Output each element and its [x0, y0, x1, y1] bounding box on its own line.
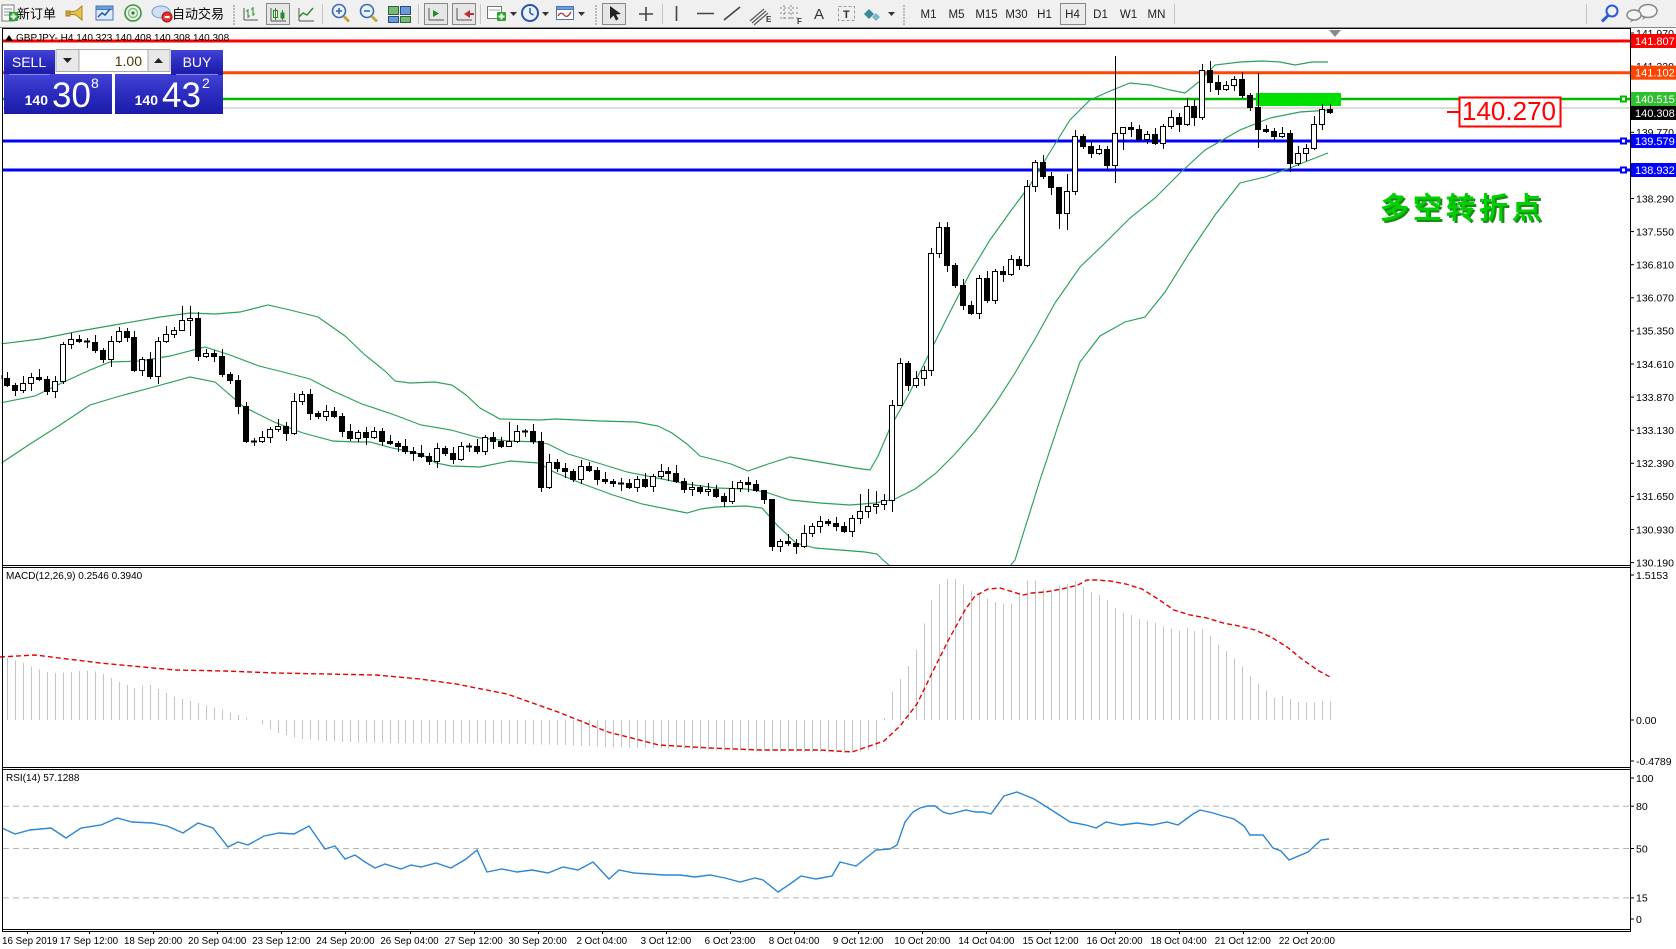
svg-text:M1: M1: [921, 9, 937, 21]
svg-text:16 Oct 20:00: 16 Oct 20:00: [1087, 936, 1144, 947]
svg-text:130.930: 130.930: [1636, 524, 1674, 536]
svg-text:18 Sep 20:00: 18 Sep 20:00: [124, 936, 183, 947]
svg-text:136.070: 136.070: [1636, 293, 1674, 305]
svg-text:GBPJPY-,H4 140.323 140.408 140: GBPJPY-,H4 140.323 140.408 140.308 140.3…: [16, 33, 230, 44]
svg-text:8 Oct 04:00: 8 Oct 04:00: [769, 936, 820, 947]
svg-text:21 Oct 12:00: 21 Oct 12:00: [1215, 936, 1272, 947]
svg-text:F: F: [797, 17, 802, 26]
svg-text:80: 80: [1636, 801, 1648, 813]
svg-text:131.650: 131.650: [1636, 491, 1674, 503]
svg-text:18 Oct 04:00: 18 Oct 04:00: [1151, 936, 1208, 947]
svg-text:W1: W1: [1120, 9, 1137, 21]
svg-text:2: 2: [202, 75, 210, 91]
svg-text:A: A: [814, 6, 824, 23]
svg-text:8: 8: [91, 75, 99, 91]
svg-text:140.515: 140.515: [1635, 94, 1675, 106]
svg-text:135.350: 135.350: [1636, 326, 1674, 338]
svg-text:0: 0: [1636, 914, 1642, 926]
svg-text:新订单: 新订单: [17, 7, 56, 22]
svg-text:MACD(12,26,9) 0.2546 0.3940: MACD(12,26,9) 0.2546 0.3940: [6, 571, 143, 582]
svg-text:1.5153: 1.5153: [1636, 570, 1668, 582]
svg-text:E: E: [766, 15, 772, 24]
svg-text:16 Sep 2019: 16 Sep 2019: [2, 936, 58, 947]
svg-text:17 Sep 12:00: 17 Sep 12:00: [60, 936, 119, 947]
svg-text:141.102: 141.102: [1635, 68, 1675, 80]
svg-text:H4: H4: [1065, 9, 1080, 21]
svg-text:50: 50: [1636, 843, 1648, 855]
svg-text:24 Sep 20:00: 24 Sep 20:00: [316, 936, 375, 947]
svg-text:0.00: 0.00: [1636, 715, 1657, 727]
svg-text:30 Sep 20:00: 30 Sep 20:00: [509, 936, 568, 947]
svg-text:26 Sep 04:00: 26 Sep 04:00: [380, 936, 439, 947]
svg-text:15: 15: [1636, 893, 1648, 905]
svg-text:133.870: 133.870: [1636, 392, 1674, 404]
svg-text:1.00: 1.00: [115, 53, 142, 69]
svg-text:SELL: SELL: [12, 54, 46, 70]
svg-text:H1: H1: [1037, 9, 1052, 21]
svg-text:2 Oct 04:00: 2 Oct 04:00: [576, 936, 627, 947]
svg-text:138.290: 138.290: [1636, 193, 1674, 205]
svg-text:-0.4789: -0.4789: [1636, 756, 1672, 768]
svg-text:自动交易: 自动交易: [172, 7, 224, 22]
svg-text:141.807: 141.807: [1635, 36, 1675, 48]
svg-text:136.810: 136.810: [1636, 260, 1674, 272]
svg-text:132.390: 132.390: [1636, 458, 1674, 470]
svg-text:9 Oct 12:00: 9 Oct 12:00: [833, 936, 884, 947]
svg-text:3 Oct 12:00: 3 Oct 12:00: [641, 936, 692, 947]
svg-text:140.308: 140.308: [1635, 108, 1675, 120]
svg-text:140: 140: [135, 92, 159, 108]
svg-text:138.932: 138.932: [1635, 165, 1675, 177]
svg-text:多空转折点: 多空转折点: [1382, 193, 1547, 227]
svg-text:43: 43: [162, 76, 201, 115]
svg-text:23 Sep 12:00: 23 Sep 12:00: [252, 936, 311, 947]
svg-text:M30: M30: [1005, 9, 1027, 21]
svg-text:14 Oct 04:00: 14 Oct 04:00: [958, 936, 1015, 947]
svg-text:139.579: 139.579: [1635, 136, 1675, 148]
svg-text:30: 30: [52, 76, 91, 115]
svg-text:134.610: 134.610: [1636, 359, 1674, 371]
svg-text:15 Oct 12:00: 15 Oct 12:00: [1022, 936, 1079, 947]
svg-text:130.190: 130.190: [1636, 557, 1674, 569]
svg-text:M5: M5: [949, 9, 965, 21]
svg-text:140.270: 140.270: [1462, 96, 1556, 126]
svg-text:T: T: [843, 9, 850, 21]
svg-text:27 Sep 12:00: 27 Sep 12:00: [444, 936, 503, 947]
svg-text:MN: MN: [1148, 9, 1166, 21]
svg-text:133.130: 133.130: [1636, 425, 1674, 437]
svg-text:20 Sep 04:00: 20 Sep 04:00: [188, 936, 247, 947]
svg-text:140: 140: [25, 92, 49, 108]
svg-text:BUY: BUY: [183, 54, 212, 70]
svg-text:10 Oct 20:00: 10 Oct 20:00: [894, 936, 951, 947]
svg-text:100: 100: [1636, 773, 1654, 785]
svg-text:M15: M15: [975, 9, 997, 21]
svg-text:D1: D1: [1093, 9, 1108, 21]
svg-text:RSI(14) 57.1288: RSI(14) 57.1288: [6, 773, 80, 784]
svg-text:22 Oct 20:00: 22 Oct 20:00: [1279, 936, 1336, 947]
svg-text:137.550: 137.550: [1636, 226, 1674, 238]
svg-text:6 Oct 23:00: 6 Oct 23:00: [705, 936, 756, 947]
svg-text:多空转折点: 多空转折点: [1380, 191, 1545, 225]
